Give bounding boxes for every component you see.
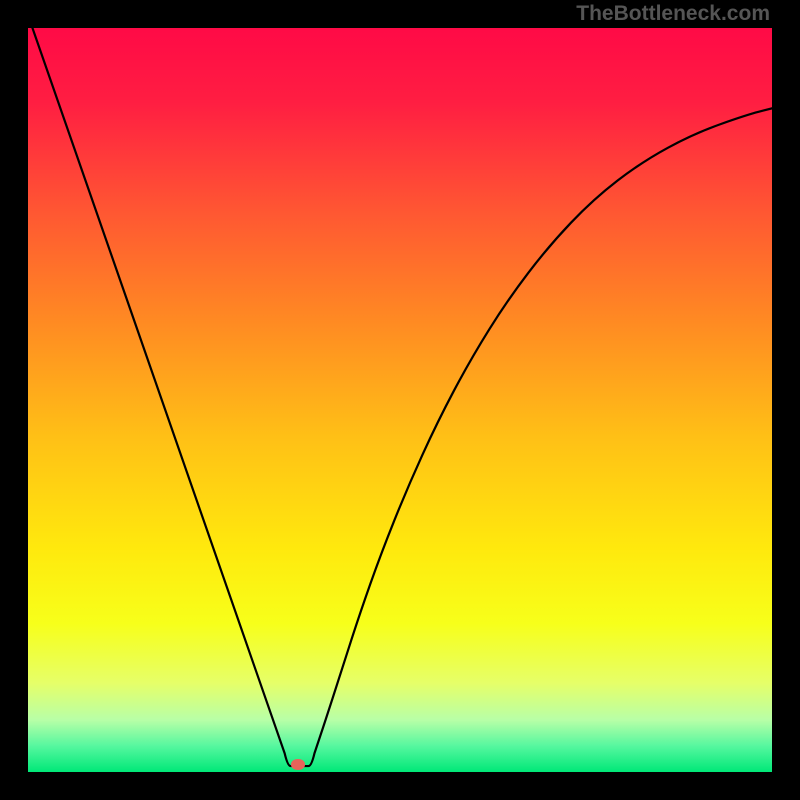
plot-area	[28, 28, 772, 772]
chart-frame: TheBottleneck.com	[0, 0, 800, 800]
watermark-text: TheBottleneck.com	[576, 2, 770, 26]
optimum-marker	[291, 759, 304, 769]
bottleneck-curve	[28, 28, 772, 772]
